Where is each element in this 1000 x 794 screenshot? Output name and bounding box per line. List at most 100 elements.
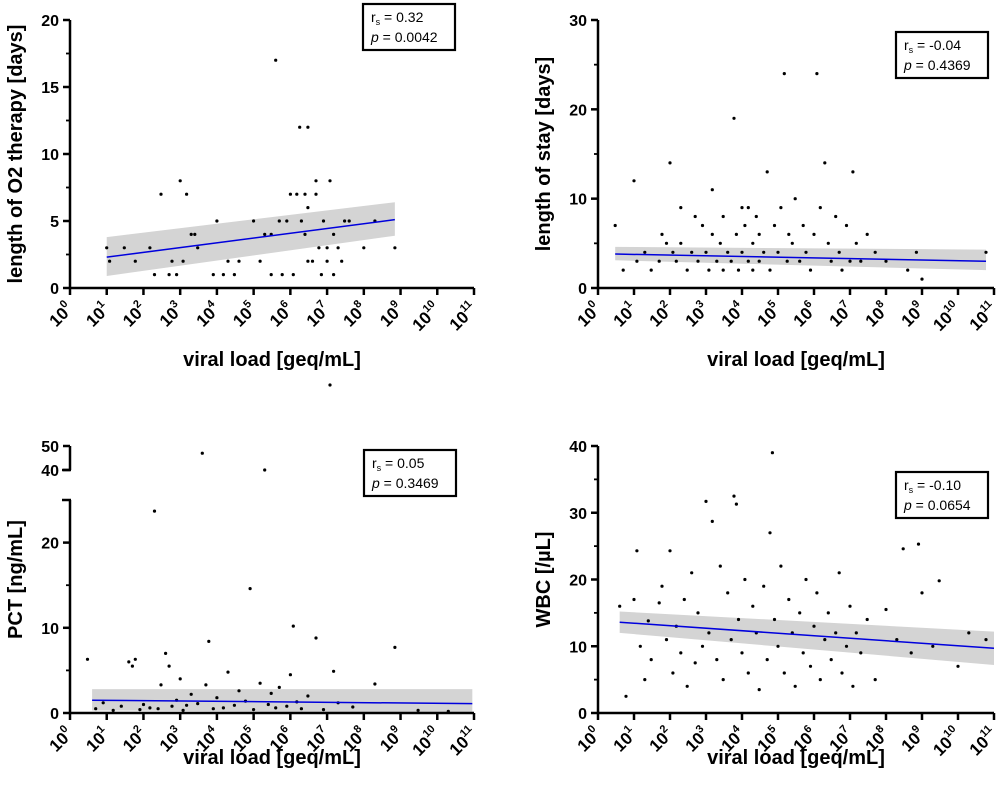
data-point xyxy=(909,651,913,655)
data-point xyxy=(732,116,736,120)
data-point xyxy=(718,241,722,245)
data-point xyxy=(901,547,905,551)
data-point xyxy=(215,696,219,700)
data-point xyxy=(657,601,661,605)
data-point xyxy=(844,644,849,648)
data-point xyxy=(336,246,340,250)
data-point xyxy=(740,250,744,254)
data-point xyxy=(818,206,822,210)
data-point xyxy=(189,232,193,236)
data-point xyxy=(700,223,705,228)
data-point xyxy=(704,499,708,503)
data-point xyxy=(277,219,281,223)
data-point xyxy=(826,241,830,245)
data-point xyxy=(726,591,730,595)
confidence-band xyxy=(615,246,987,271)
data-point xyxy=(854,631,858,635)
data-point xyxy=(226,259,230,263)
data-point xyxy=(332,232,336,236)
x-axis-label: viral load [geq/mL] xyxy=(707,349,885,371)
data-point xyxy=(175,273,179,277)
data-point xyxy=(393,246,397,250)
data-point xyxy=(122,246,126,250)
data-point xyxy=(299,219,303,223)
data-point xyxy=(178,179,182,183)
data-point xyxy=(148,706,152,710)
data-point xyxy=(704,250,708,254)
data-point xyxy=(787,232,791,236)
data-point xyxy=(621,268,625,272)
x-axis-label: viral load [geq/mL] xyxy=(183,349,361,371)
data-point xyxy=(314,179,318,183)
x-tick-label: 1011 xyxy=(444,298,480,334)
p-value-text: p = 0.4369 xyxy=(903,57,971,73)
y-tick-label: 30 xyxy=(569,13,587,30)
data-point xyxy=(779,564,783,568)
data-point xyxy=(854,241,858,245)
data-point xyxy=(237,259,241,263)
correlation-stats-box: rs = -0.10 p = 0.0654 xyxy=(894,470,990,520)
data-point xyxy=(884,607,888,612)
data-point xyxy=(141,702,146,707)
data-point xyxy=(721,268,725,272)
data-point xyxy=(674,259,678,263)
data-point xyxy=(649,658,653,662)
y-tick-label: 0 xyxy=(578,706,587,723)
data-point xyxy=(865,232,869,236)
data-point xyxy=(204,683,208,687)
data-point xyxy=(221,706,225,710)
data-point xyxy=(347,219,351,223)
data-point xyxy=(310,259,315,263)
data-point xyxy=(643,250,647,254)
x-tick-label: 102 xyxy=(644,723,677,756)
data-point xyxy=(274,706,278,710)
data-point xyxy=(258,681,262,685)
data-point xyxy=(237,689,241,693)
data-point xyxy=(671,250,675,254)
data-point xyxy=(416,708,420,713)
y-axis-label: length of stay [days] xyxy=(533,57,555,251)
data-point xyxy=(189,692,193,696)
x-tick-label: 102 xyxy=(118,723,151,756)
y-tick-label: 20 xyxy=(41,536,59,553)
x-tick-label: 103 xyxy=(154,298,187,331)
data-point xyxy=(221,273,225,277)
data-point xyxy=(707,631,711,635)
data-point xyxy=(248,587,252,591)
data-point xyxy=(306,694,310,698)
confidence-band xyxy=(92,689,473,713)
data-point xyxy=(779,206,783,210)
data-point xyxy=(829,259,833,263)
x-tick-label: 100 xyxy=(44,723,77,756)
data-point xyxy=(211,273,215,277)
data-point xyxy=(306,259,310,263)
data-point xyxy=(785,259,789,263)
y-tick-label: 15 xyxy=(41,80,59,97)
data-point xyxy=(746,259,750,263)
data-point xyxy=(718,564,722,568)
data-point xyxy=(801,651,805,655)
data-point xyxy=(851,170,855,174)
x-tick-label: 101 xyxy=(81,723,114,756)
data-point xyxy=(937,579,941,583)
data-point xyxy=(710,519,714,524)
data-point xyxy=(956,664,960,668)
data-point xyxy=(700,644,705,648)
regression-line xyxy=(619,621,995,650)
data-point xyxy=(770,451,775,455)
data-point xyxy=(757,688,761,692)
data-point xyxy=(167,273,171,277)
y-tick-label: 10 xyxy=(41,621,59,638)
data-point xyxy=(303,192,307,196)
x-tick-label: 107 xyxy=(824,298,857,331)
data-points xyxy=(613,72,988,281)
data-point xyxy=(798,259,802,263)
data-point xyxy=(111,708,115,713)
data-point xyxy=(152,273,157,277)
data-point xyxy=(804,250,808,254)
data-point xyxy=(906,268,910,272)
data-point xyxy=(314,636,318,640)
